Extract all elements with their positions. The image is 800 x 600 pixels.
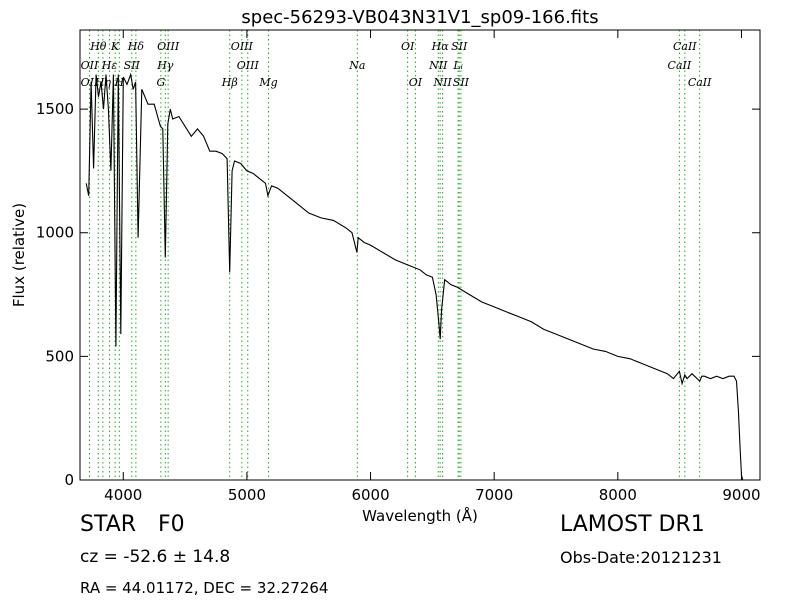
- y-tick-label: 500: [45, 347, 74, 365]
- line-label: Hε: [101, 59, 118, 72]
- axis-ticks: 4000 5000 6000 7000 8000 9000 0 500 1000 1500: [36, 30, 761, 504]
- line-label: CaII: [668, 59, 692, 72]
- object-classification: STAR F0: [80, 512, 185, 537]
- line-label: OII: [81, 76, 99, 89]
- line-label: SII: [124, 59, 141, 72]
- y-tick-label: 1500: [36, 100, 74, 118]
- line-label: Hα: [431, 40, 450, 53]
- object-class: STAR: [80, 512, 137, 537]
- chart-title: spec-56293-VB043N31V1_sp09-166.fits: [241, 7, 598, 28]
- line-label: Hθ: [89, 40, 107, 53]
- line-label: G: [156, 76, 165, 89]
- line-label: OI: [401, 40, 415, 53]
- y-tick-label: 0: [64, 471, 74, 489]
- line-label: OIII: [231, 40, 254, 53]
- x-tick-label: 4000: [104, 486, 142, 504]
- line-label: OIII: [157, 40, 180, 53]
- line-label: Mg: [258, 76, 277, 89]
- line-label: Na: [348, 59, 365, 72]
- object-subclass: F0: [158, 512, 185, 537]
- spectrum-line: [85, 72, 744, 481]
- line-label: Hβ: [221, 76, 238, 89]
- observation-date: Obs-Date:20121231: [560, 548, 722, 567]
- x-tick-label: 6000: [351, 486, 389, 504]
- line-label: CaII: [673, 40, 697, 53]
- line-label: Hγ: [156, 59, 174, 72]
- line-label: H: [114, 76, 125, 89]
- x-tick-label: 8000: [599, 486, 637, 504]
- x-tick-label: 5000: [228, 486, 266, 504]
- line-markers: [89, 30, 701, 480]
- line-label: CaII: [688, 76, 712, 89]
- line-label: Hδ: [127, 40, 145, 53]
- line-label: OII: [81, 59, 99, 72]
- y-tick-label: 1000: [36, 224, 74, 242]
- line-label: K: [110, 40, 120, 53]
- survey-name: LAMOST DR1: [560, 512, 705, 537]
- line-label: Lᵢ: [452, 59, 463, 72]
- ra-dec-coordinates: RA = 44.01172, DEC = 32.27264: [80, 579, 329, 597]
- line-label: SII: [451, 40, 468, 53]
- line-label: SII: [453, 76, 470, 89]
- line-label: OIII: [237, 59, 260, 72]
- x-tick-label: 9000: [722, 486, 760, 504]
- line-label: NII: [428, 59, 448, 72]
- y-axis-label: Flux (relative): [10, 203, 28, 307]
- axes-frame: [79, 29, 761, 481]
- line-label: OI: [409, 76, 423, 89]
- redshift-cz: cz = -52.6 ± 14.8: [80, 547, 231, 567]
- line-label: NII: [432, 76, 452, 89]
- x-tick-label: 7000: [475, 486, 513, 504]
- x-axis-label: Wavelength (Å): [362, 506, 478, 525]
